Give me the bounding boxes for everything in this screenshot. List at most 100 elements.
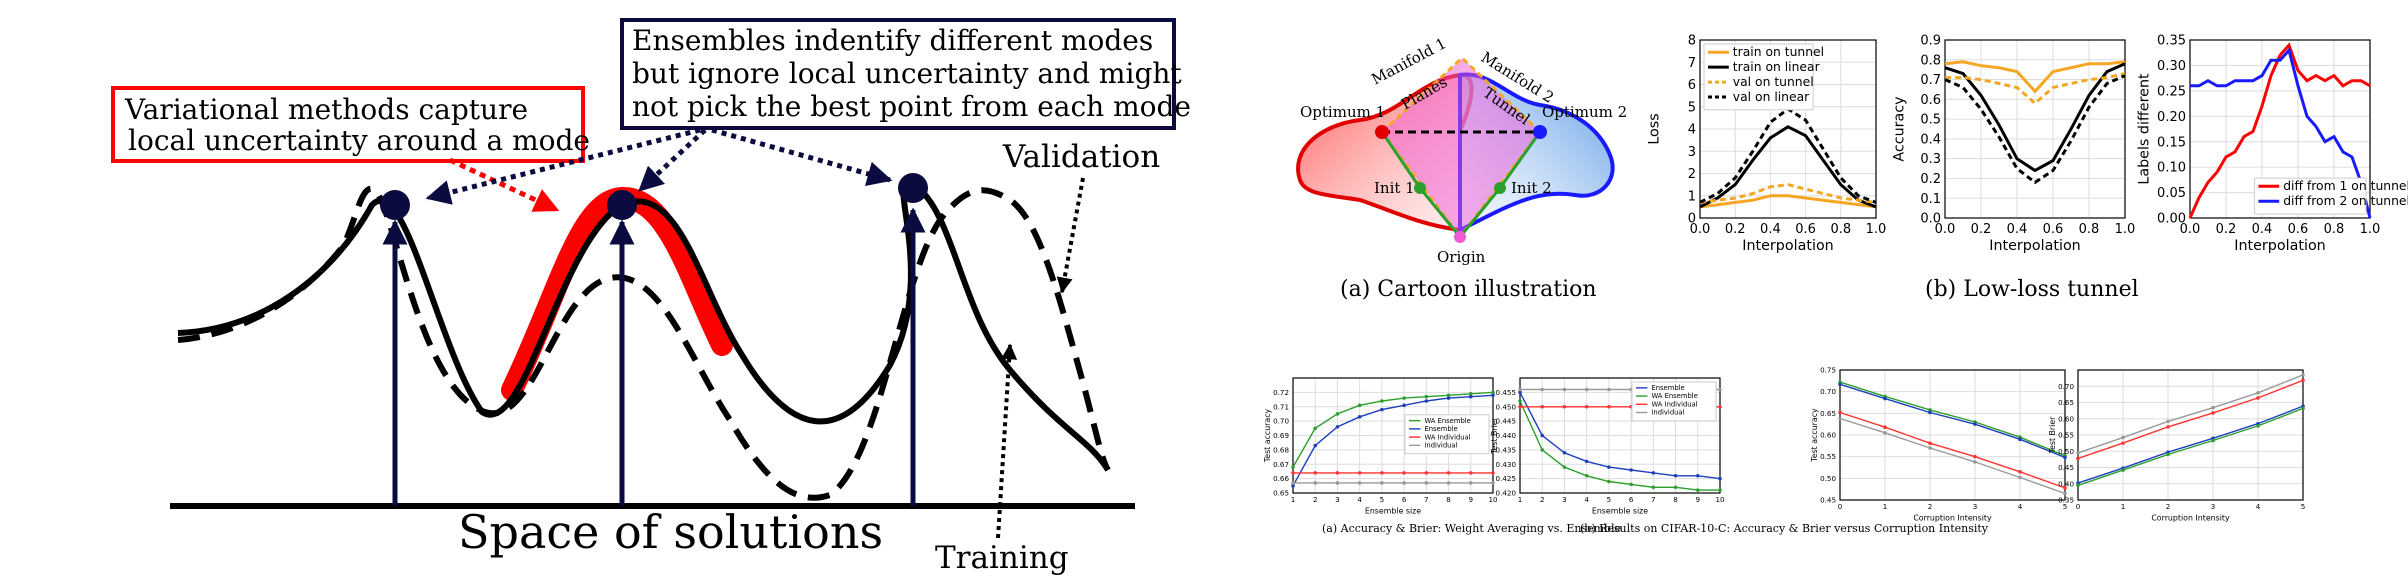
data-point — [1424, 399, 1429, 403]
tunnel-line-c — [1380, 56, 1464, 134]
x-tick-label: 0.4 — [1760, 222, 1781, 237]
optimum-2-label: Optimum 2 — [1542, 103, 1627, 121]
x-tick-label: 4 — [1584, 495, 1589, 504]
x-tick-label: 1 — [1291, 495, 1296, 504]
data-point — [1673, 485, 1678, 490]
data-point — [1491, 390, 1495, 395]
data-point — [1491, 481, 1495, 485]
x-axis-label: Interpolation — [2234, 238, 2326, 254]
data-point — [2018, 475, 2022, 480]
y-tick-label: 0.40 — [2058, 479, 2074, 488]
plot-frame — [2189, 39, 2371, 219]
y-tick-label: 0.20 — [2157, 110, 2186, 125]
data-point — [1380, 481, 1384, 485]
plot-frame — [1699, 39, 1877, 219]
series-line-2 — [1839, 411, 2066, 489]
data-point — [1335, 481, 1340, 485]
data-point — [1335, 412, 1340, 416]
y-tick-label: 0.15 — [2157, 135, 2186, 150]
data-point — [1518, 404, 1522, 409]
y-tick-label: 0.1 — [1920, 192, 1941, 207]
data-point — [1928, 441, 1932, 446]
init-2-label: Init 2 — [1511, 179, 1552, 197]
data-point — [1424, 471, 1429, 475]
plot-frame — [1839, 369, 2066, 501]
data-point — [2301, 378, 2305, 383]
series-line-1 — [2077, 379, 2304, 460]
data-point — [2166, 425, 2170, 429]
y-tick-label: 0.425 — [1496, 474, 1516, 483]
data-point — [1584, 404, 1589, 409]
optimum-2-dot — [1533, 125, 1547, 139]
data-point — [1335, 425, 1340, 429]
data-point — [1883, 425, 1887, 430]
x-tick-label: 4 — [1357, 495, 1362, 504]
legend-box — [1703, 43, 1814, 111]
y-tick-label: 0.65 — [2058, 398, 2074, 407]
series-line-1 — [1839, 383, 2066, 459]
series-line-3 — [1944, 74, 2126, 185]
x-tick-label: 0.6 — [1795, 222, 1816, 237]
data-point — [1562, 450, 1567, 455]
data-point — [2211, 411, 2215, 415]
x-tick-label: 9 — [1696, 495, 1701, 504]
validation-curve — [177, 185, 1111, 501]
x-tick-label: 0.8 — [1830, 222, 1851, 237]
data-point — [2211, 438, 2215, 443]
y-tick-label: 0.25 — [2157, 84, 2186, 99]
data-point — [1695, 488, 1700, 492]
x-tick-label: 3 — [1335, 495, 1340, 504]
data-point — [1402, 403, 1406, 408]
data-point — [1357, 415, 1362, 419]
data-point — [1838, 382, 1842, 387]
plot-frame — [2077, 369, 2304, 501]
validation-label: Validation — [1002, 139, 1160, 175]
data-point — [1518, 390, 1522, 395]
x-axis-label: Corruption Intensity — [2151, 513, 2230, 522]
y-tick-label: 7 — [1688, 56, 1696, 71]
legend-label: train on linear — [1733, 60, 1821, 74]
training-arrow — [996, 343, 1018, 539]
small-caption-left: (a) Accuracy & Brier: Weight Averaging v… — [1322, 522, 1621, 535]
x-tick-label: 5 — [1380, 495, 1385, 504]
y-tick-label: 0.7 — [1920, 73, 1941, 88]
data-point — [1562, 404, 1567, 409]
y-axis-label: Labels different — [2136, 73, 2152, 185]
data-point — [1651, 485, 1656, 490]
series-line-0 — [2188, 42, 2371, 219]
x-tick-label: 5 — [2063, 502, 2068, 511]
data-point — [2256, 390, 2260, 395]
legend-label: Ensemble — [1424, 425, 1457, 433]
y-tick-label: 0.66 — [1273, 474, 1289, 483]
data-point — [2076, 456, 2080, 461]
x-tick-label: 8 — [1446, 495, 1451, 504]
series-line-3 — [1839, 417, 2066, 495]
y-tick-label: 0.2 — [1920, 172, 1941, 187]
data-point — [1883, 431, 1887, 435]
data-point — [1402, 471, 1406, 475]
data-point — [2018, 470, 2022, 474]
y-tick-label: 0.55 — [1820, 452, 1836, 461]
x-tick-label: 4 — [2256, 502, 2261, 511]
y-tick-label: 3 — [1688, 145, 1696, 160]
data-point — [1838, 410, 1842, 415]
x-tick-label: 0.8 — [2324, 222, 2345, 237]
x-tick-label: 0.0 — [1690, 222, 1711, 237]
data-point — [1313, 443, 1318, 448]
data-point — [1357, 403, 1362, 408]
tunnel-line-d — [1460, 56, 1542, 134]
y-tick-label: 0.70 — [1820, 387, 1836, 396]
x-tick-label: 1.0 — [2115, 222, 2136, 237]
x-tick-label: 0.6 — [2043, 222, 2064, 237]
x-tick-label: 2 — [1313, 495, 1318, 504]
data-point — [1718, 488, 1722, 492]
legend-label: diff from 1 on tunnel — [2283, 179, 2408, 193]
data-point — [1540, 448, 1545, 452]
y-tick-label: 0.75 — [1820, 366, 1836, 375]
origin-line-1 — [1418, 187, 1462, 238]
data-point — [1718, 404, 1722, 409]
series-line-3 — [2077, 407, 2304, 487]
x-tick-label: 8 — [1673, 495, 1678, 504]
data-point — [1518, 387, 1522, 392]
variational-arrow — [448, 157, 560, 213]
